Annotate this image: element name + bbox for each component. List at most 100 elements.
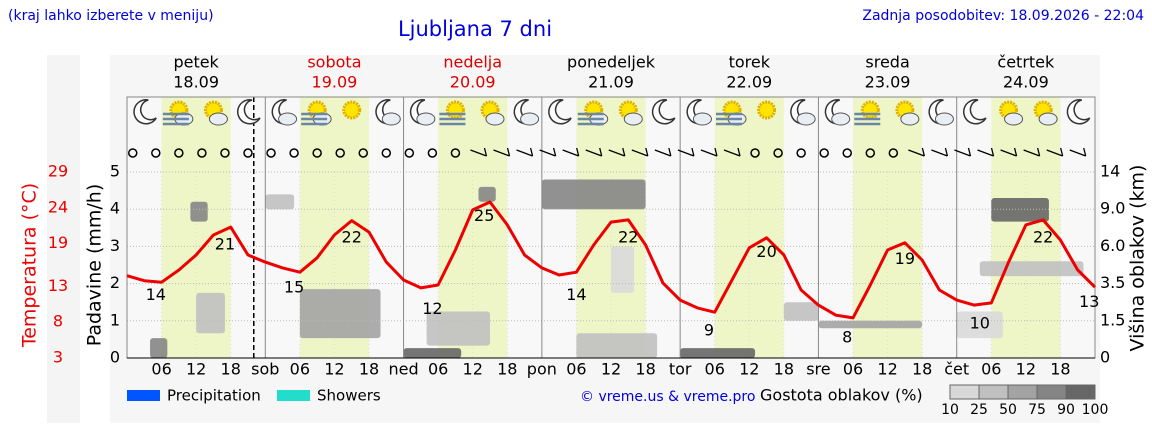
wind-calm <box>865 148 876 158</box>
moon-icon <box>963 99 987 125</box>
y-tick-label: 4 <box>110 199 120 218</box>
temp-extreme-label: 9 <box>704 321 714 340</box>
day-name: ponedeljek <box>567 53 656 72</box>
cloud-icon <box>831 112 851 126</box>
x-tick-label: 18 <box>635 360 655 379</box>
temp-extreme-label: 10 <box>970 313 990 332</box>
wind-barb <box>631 147 649 157</box>
day-band <box>853 97 923 358</box>
sun-icon <box>860 100 880 120</box>
day-abbr: ned <box>389 360 419 379</box>
wind-barb <box>700 147 718 157</box>
cloud-patch <box>979 261 1084 277</box>
wind-calm <box>842 148 852 158</box>
temp-tick-label: 24 <box>48 197 68 216</box>
wind-barb <box>1046 147 1064 157</box>
x-tick-label: 12 <box>739 360 759 379</box>
cloud-patch <box>478 186 496 202</box>
wind-calm <box>450 148 461 158</box>
cloud-patch <box>576 333 658 358</box>
cloud-patch <box>196 292 225 334</box>
title: Ljubljana 7 dni <box>398 17 552 41</box>
x-tick-label: 06 <box>981 360 1001 379</box>
temp-extreme-label: 22 <box>342 228 362 247</box>
day-abbr: sre <box>806 360 830 379</box>
cloud-patch <box>541 179 646 210</box>
temp-extreme-label: 22 <box>618 228 638 247</box>
sun-icon <box>445 100 465 120</box>
day-name: petek <box>173 53 219 72</box>
wind-calm <box>404 148 415 158</box>
wind-barb <box>723 147 741 157</box>
wind-calm <box>427 148 438 158</box>
day-name: nedelja <box>443 53 502 72</box>
day-date: 21.09 <box>588 73 634 92</box>
day-date: 24.09 <box>1003 73 1049 92</box>
x-tick-label: 12 <box>877 360 897 379</box>
wind-calm <box>773 148 783 158</box>
cloud-icon <box>416 112 436 126</box>
wind-calm <box>888 148 899 158</box>
moon-icon <box>1066 99 1091 125</box>
temp-tick-label: 3 <box>53 348 63 367</box>
wind-barb <box>470 147 488 157</box>
cloud-patch <box>426 311 490 346</box>
temp-tick-label: 29 <box>48 162 68 181</box>
cloud-patch <box>956 311 1003 339</box>
day-name: sreda <box>865 53 909 72</box>
wind-calm <box>335 148 345 158</box>
wind-barb <box>1000 147 1018 157</box>
wind-calm <box>796 148 806 158</box>
temp-extreme-label: 19 <box>895 249 915 268</box>
x-tick-label: 06 <box>428 360 448 379</box>
day-name: četrtek <box>997 53 1055 72</box>
wind-calm <box>243 148 253 158</box>
sun-icon <box>342 100 362 120</box>
density-swatch <box>1065 384 1096 400</box>
wind-barb <box>1023 147 1041 157</box>
y2-axis-label: Višina oblakov (km) <box>1127 165 1149 352</box>
wind-calm <box>151 148 161 158</box>
density-tick: 25 <box>970 402 988 418</box>
day-abbr: sob <box>251 360 279 379</box>
wind-calm <box>220 148 230 158</box>
density-tick: 75 <box>1028 402 1046 418</box>
x-tick-label: 12 <box>186 360 206 379</box>
wind-calm <box>174 148 184 158</box>
density-tick: 90 <box>1057 402 1075 418</box>
day-name: torek <box>729 53 771 72</box>
wind-barb <box>516 147 534 157</box>
temp-extreme-label: 20 <box>756 242 776 261</box>
x-tick-label: 18 <box>359 360 379 379</box>
y-tick-label: 2 <box>110 273 120 292</box>
wind-calm <box>312 148 322 158</box>
credit: © vreme.us & vreme.pro <box>580 389 755 405</box>
cloud-patch <box>403 348 462 358</box>
wind-calm <box>289 148 299 158</box>
day-date: 19.09 <box>312 73 358 92</box>
cloud-patch <box>611 246 635 293</box>
cloud-icon <box>934 112 954 126</box>
cloud-patch <box>299 289 381 339</box>
temp-extreme-label: 12 <box>422 299 442 318</box>
moon-icon <box>548 99 572 125</box>
x-tick-label: 06 <box>843 360 863 379</box>
updated: Zadnja posodobitev: 18.09.2026 - 22:04 <box>862 8 1144 24</box>
density-swatch <box>1036 384 1067 400</box>
temp-extreme-label: 14 <box>566 285 586 304</box>
day-date: 23.09 <box>865 73 911 92</box>
cloud-icon <box>485 112 505 126</box>
density-label: Gostota oblakov (%) <box>760 386 923 405</box>
temp-extreme-label: 15 <box>284 278 304 297</box>
wind-barb <box>654 147 672 157</box>
temp-extreme-label: 13 <box>1079 292 1099 311</box>
cloud-icon <box>208 112 228 126</box>
cloud-patch <box>190 201 208 222</box>
day-date: 20.09 <box>450 73 496 92</box>
cloud-icon <box>381 112 401 126</box>
day-date: 18.09 <box>173 73 219 92</box>
cloud-patch <box>991 198 1049 222</box>
x-tick-label: 18 <box>912 360 932 379</box>
day-date: 22.09 <box>726 73 772 92</box>
